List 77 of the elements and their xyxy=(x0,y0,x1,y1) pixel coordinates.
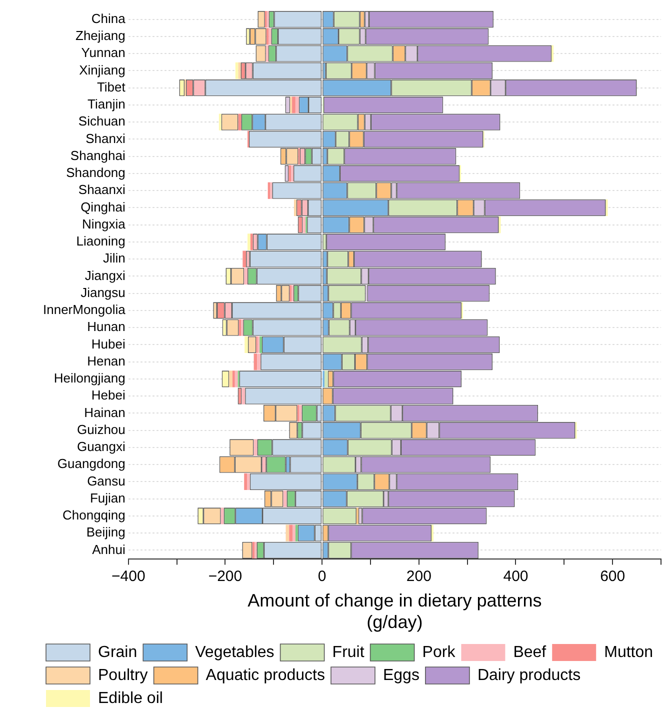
bar xyxy=(292,96,296,114)
bar xyxy=(324,370,328,388)
bar xyxy=(295,96,299,114)
y-tick-label: Hainan xyxy=(84,404,126,420)
y-tick-label: Jiangxi xyxy=(84,268,126,283)
y-tick-label: Chongqing xyxy=(62,508,126,523)
y-tick-label: Yunnan xyxy=(81,45,126,60)
y-tick-label: Jiangsu xyxy=(80,284,126,300)
legend-label: Aquatic products xyxy=(206,666,325,684)
y-tick-label: Qinghai xyxy=(80,199,126,214)
y-tick-label: Tibet xyxy=(96,79,126,94)
y-tick-label: Gansu xyxy=(87,473,126,488)
y-tick-label: Zhejiang xyxy=(76,28,126,44)
y-tick-label: China xyxy=(91,10,126,26)
legend-label: Dairy products xyxy=(477,666,581,684)
bar xyxy=(286,524,290,542)
bar xyxy=(235,62,238,80)
bar xyxy=(250,234,253,250)
x-tick-label: 400 xyxy=(503,568,528,585)
legend-label: Eggs xyxy=(382,666,420,684)
bar xyxy=(218,114,222,130)
y-tick-label: Guangxi xyxy=(76,439,126,454)
legend-label: Poultry xyxy=(98,666,148,684)
y-tick-label: Beijing xyxy=(86,524,126,540)
bar xyxy=(266,45,268,62)
bar xyxy=(292,524,296,542)
y-tick-label: InnerMongolia xyxy=(42,302,126,318)
bar xyxy=(242,388,246,404)
bar xyxy=(289,524,293,542)
y-tick-label: Heilongjiang xyxy=(54,370,126,386)
y-tick-label: Xinjiang xyxy=(79,62,126,78)
bar xyxy=(232,370,235,388)
bar xyxy=(244,473,248,490)
bar xyxy=(220,508,224,524)
bar xyxy=(229,370,232,388)
legend-label: Mutton xyxy=(604,644,654,661)
legend-label: Edible oil xyxy=(98,690,163,707)
y-tick-label: Ningxia xyxy=(82,216,126,232)
y-tick-label: Fujian xyxy=(90,490,126,506)
y-tick-label: Anhui xyxy=(92,542,126,557)
y-tick-label: Henan xyxy=(87,353,126,368)
bar xyxy=(260,336,262,354)
bar xyxy=(294,199,296,216)
y-tick-label: Shanghai xyxy=(70,148,126,163)
x-tick-label: 200 xyxy=(406,568,432,585)
bar xyxy=(254,439,258,456)
legend-label: Beef xyxy=(513,644,547,661)
x-tick-label: −200 xyxy=(208,568,242,585)
y-tick-label: Tianjin xyxy=(88,96,126,112)
bar xyxy=(288,165,292,182)
x-axis-title: Amount of change in dietary patterns (g/day) xyxy=(248,590,542,632)
bar xyxy=(252,542,255,559)
legend-label: Vegetables xyxy=(195,644,274,661)
bar xyxy=(295,524,298,542)
bar xyxy=(248,234,250,250)
bar xyxy=(268,182,270,199)
bar xyxy=(234,370,238,388)
bar xyxy=(244,336,248,354)
y-tick-label: Liaoning xyxy=(76,234,126,249)
y-tick-label: Shanxi xyxy=(86,130,126,146)
x-tick-label: −400 xyxy=(111,568,146,585)
y-tick-label: Jilin xyxy=(102,250,126,266)
bar xyxy=(247,473,250,490)
legend-label: Fruit xyxy=(332,644,365,661)
legend-label: Grain xyxy=(98,644,138,661)
y-tick-label: Guangdong xyxy=(57,456,126,472)
y-tick-label: Hunan xyxy=(87,319,126,334)
bar xyxy=(242,250,246,268)
x-tick-label: 0 xyxy=(318,568,326,585)
y-tick-label: Sichuan xyxy=(78,114,126,129)
y-tick-label: Shaanxi xyxy=(78,182,126,198)
y-tick-label: Hebei xyxy=(91,388,126,403)
y-tick-label: Guizhou xyxy=(76,422,126,437)
legend-label: Pork xyxy=(422,644,456,661)
y-tick-label: Hubei xyxy=(91,336,126,352)
y-tick-label: Shandong xyxy=(66,165,126,180)
x-tick-label: 600 xyxy=(600,568,626,585)
